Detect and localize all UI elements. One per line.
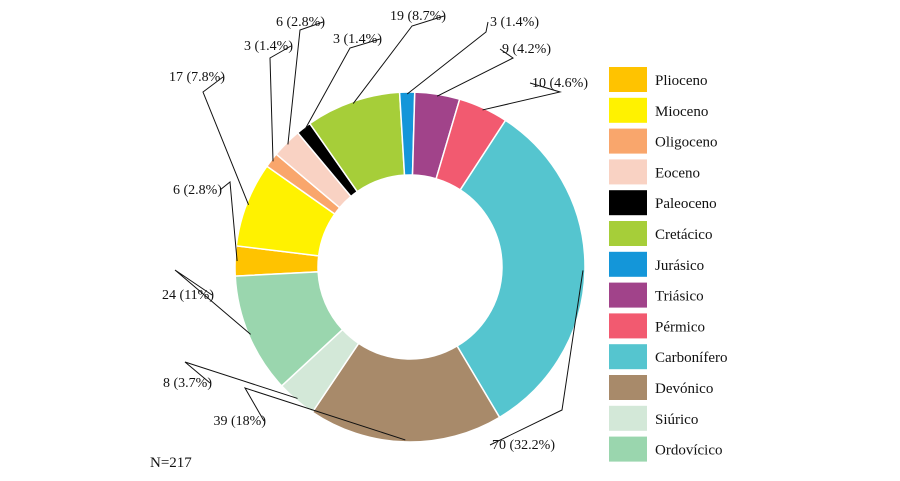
legend-swatch-oligoceno (609, 128, 647, 154)
leader-lines-layer (174, 15, 584, 446)
legend-label-mioceno: Mioceno (655, 104, 708, 120)
legend-label-eoceno: Eoceno (655, 165, 700, 181)
slice-label-ordovícico: 24 (11%) (162, 288, 214, 303)
slice-label-mioceno: 17 (7.8%) (169, 70, 225, 85)
leader-line-triásico (436, 48, 514, 97)
slice-label-pérmico: 10 (4.6%) (532, 76, 588, 91)
legend-label-siúrico: Siúrico (655, 412, 698, 428)
legend-label-paleoceno: Paleoceno (655, 196, 717, 212)
slices-layer (234, 91, 586, 443)
legend-swatch-paleoceno (609, 190, 647, 216)
leader-line-plioceno (219, 181, 238, 262)
legend-label-pérmico: Pérmico (655, 319, 705, 335)
legend-label-carbonífero: Carbonífero (655, 350, 727, 366)
slice-label-devónico: 39 (18%) (214, 414, 267, 429)
slice-label-plioceno: 6 (2.8%) (173, 183, 222, 198)
leader-line-mioceno (202, 76, 250, 206)
slice-labels-layer: 6 (2.8%) 17 (7.8%) 3 (1.4%) 6 (2.8%) 3 (1.4%… (162, 9, 588, 453)
legend-swatch-devónico (609, 375, 647, 400)
legend-swatch-cretácico (609, 221, 647, 246)
slice-ordovícico (234, 271, 344, 387)
leader-line-oligoceno (269, 45, 292, 162)
leader-line-pérmico (482, 82, 562, 111)
slice-carbonífero (456, 119, 586, 419)
legend-label-devónico: Devónico (655, 381, 713, 397)
leader-line-carbonífero (489, 270, 584, 446)
legend-swatch-eoceno (609, 159, 647, 185)
legend-swatch-mioceno (609, 97, 647, 123)
slice-label-jurásico: 3 (1.4%) (490, 15, 539, 30)
legend-label-triásico: Triásico (655, 289, 704, 305)
legend-label-plioceno: Plioceno (655, 73, 708, 89)
legend-label-ordovícico: Ordovícico (655, 443, 722, 459)
leader-line-cretácico (352, 15, 445, 104)
legend-swatch-siúrico (609, 405, 647, 431)
slice-label-triásico: 9 (4.2%) (502, 42, 551, 57)
leader-line-ordovícico (174, 269, 251, 335)
leader-line-jurásico (406, 21, 489, 95)
legend-swatch-carbonífero (609, 344, 647, 370)
slice-label-carbonífero: 70 (32.2%) (492, 438, 555, 453)
legend: Plioceno Mioceno Oligoceno Eoceno Paleoceno C… (609, 67, 727, 462)
slice-label-siúrico: 8 (3.7%) (163, 376, 212, 391)
legend-swatch-triásico (609, 282, 647, 308)
slice-label-paleoceno: 3 (1.4%) (333, 32, 382, 47)
legend-swatch-ordovícico (609, 436, 647, 462)
legend-label-cretácico: Cretácico (655, 227, 712, 243)
slice-devónico (311, 342, 501, 443)
legend-label-oligoceno: Oligoceno (655, 135, 717, 151)
sample-size-note: N=217 (150, 455, 192, 471)
legend-swatch-pérmico (609, 313, 647, 339)
leader-line-paleoceno (304, 38, 381, 130)
slice-label-cretácico: 19 (8.7%) (390, 9, 446, 24)
slice-label-oligoceno: 3 (1.4%) (244, 39, 293, 54)
leader-line-eoceno (287, 21, 324, 145)
leader-line-siúrico (184, 361, 298, 399)
leader-line-devónico (243, 387, 406, 441)
slice-label-eoceno: 6 (2.8%) (276, 15, 325, 30)
legend-swatch-jurásico (609, 251, 647, 277)
legend-label-jurásico: Jurásico (655, 258, 704, 274)
legend-swatch-plioceno (609, 67, 647, 92)
